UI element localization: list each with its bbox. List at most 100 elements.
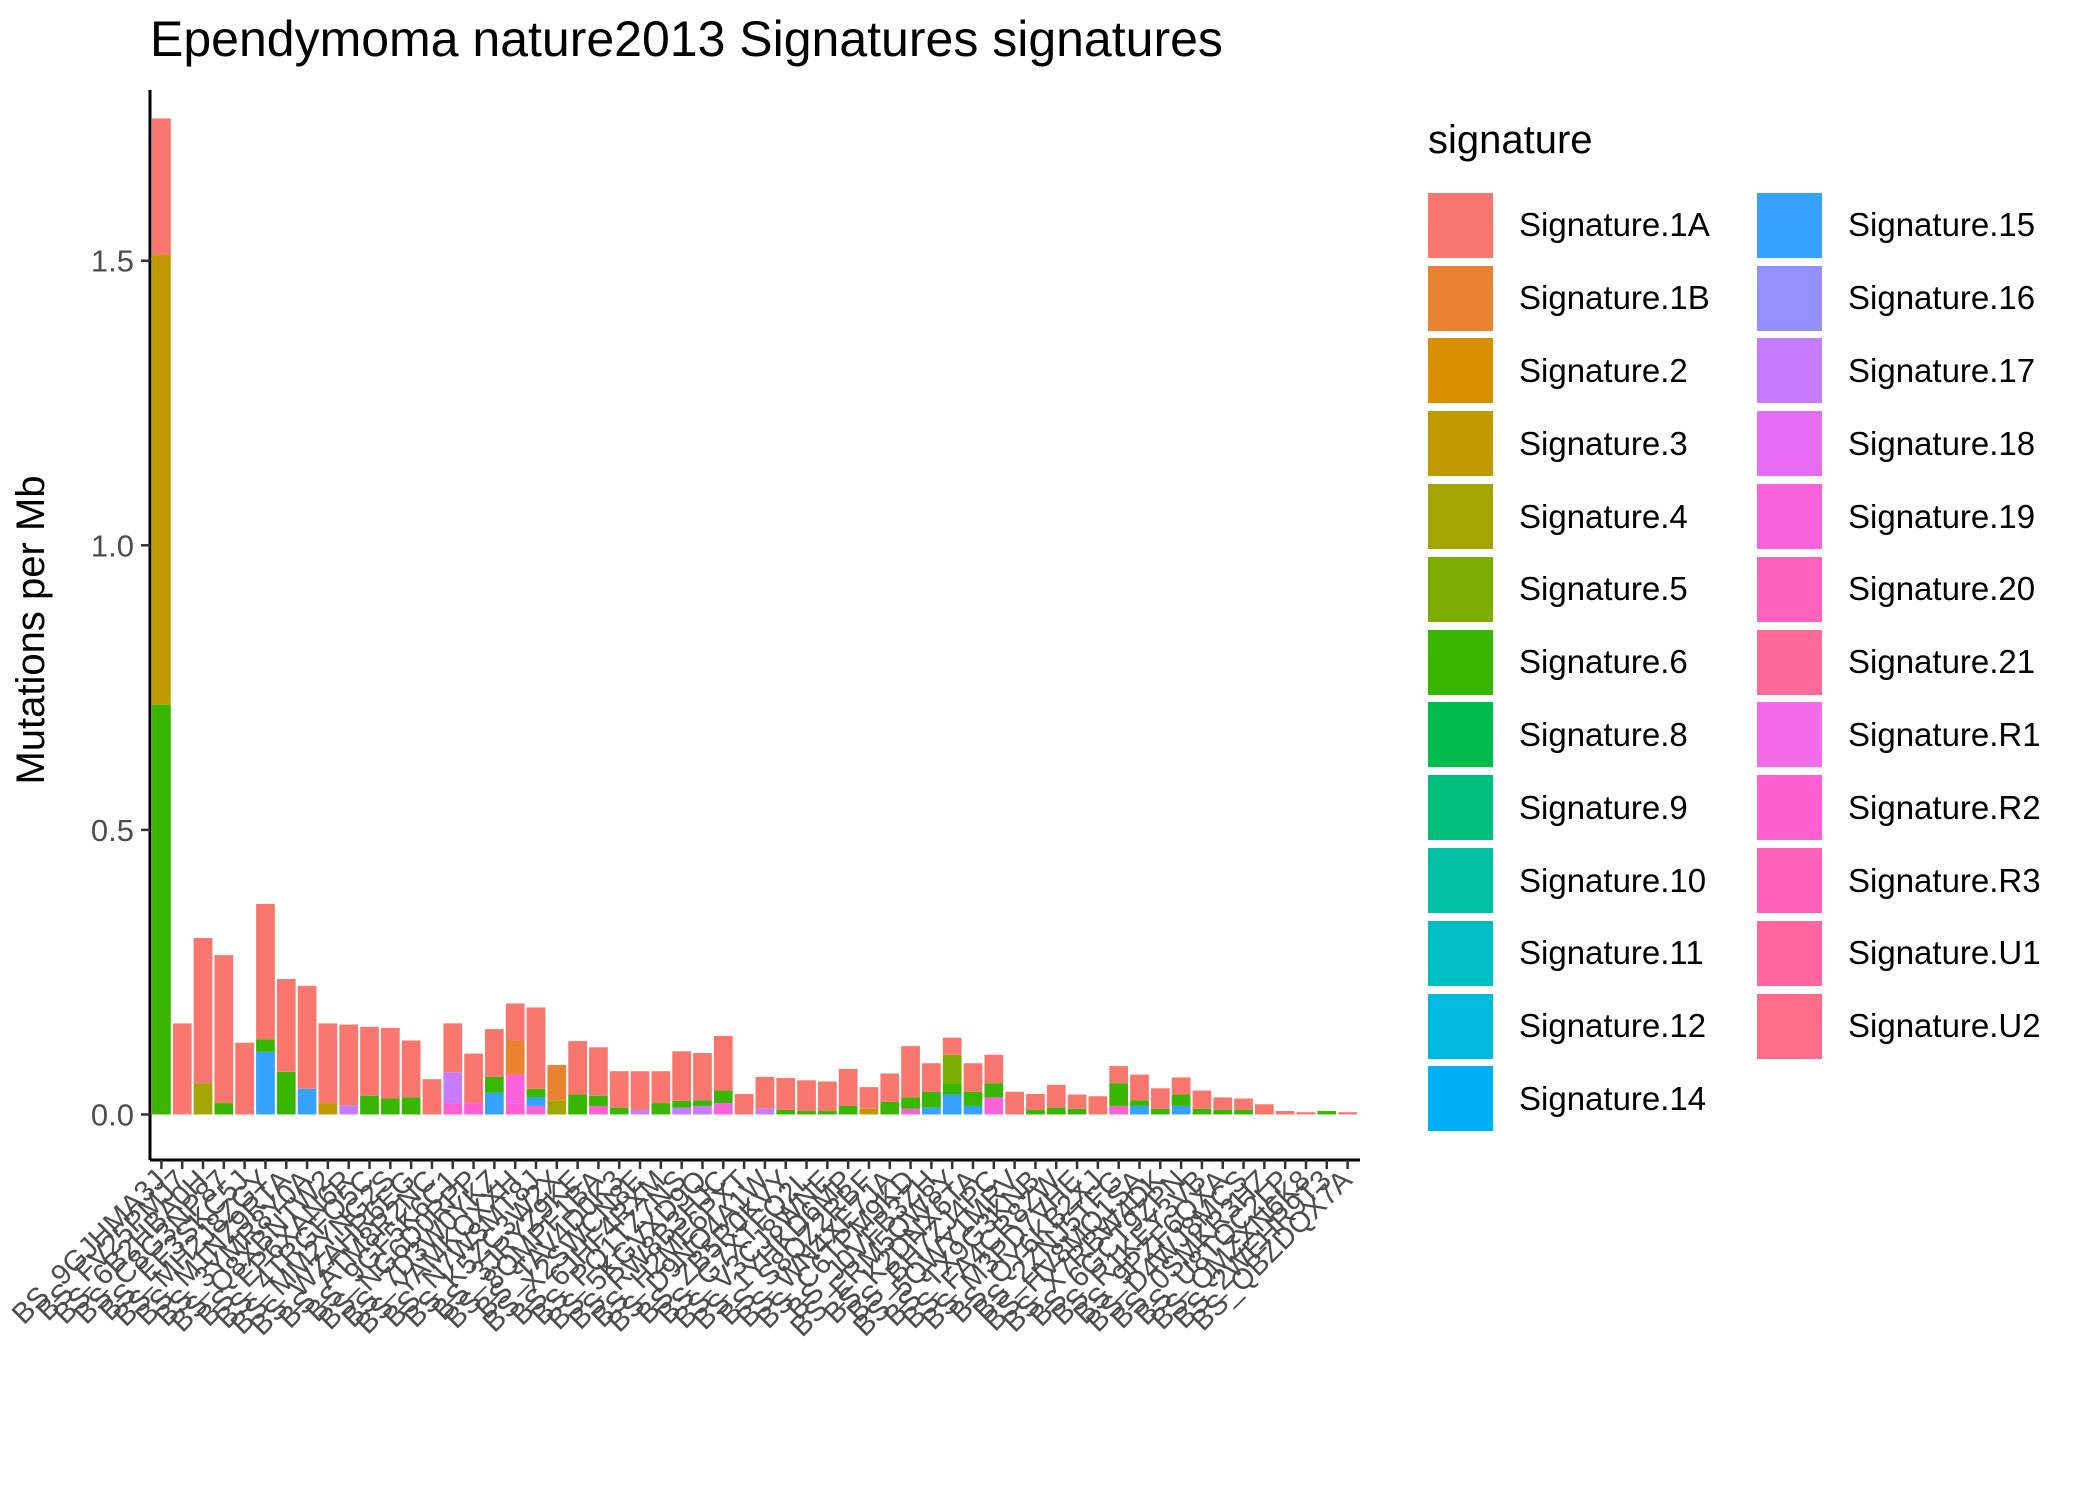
bar-segment-51-0 [1213,1109,1233,1115]
bar-segment-36-1 [901,1097,920,1109]
bar-segment-13-0 [422,1079,442,1115]
bar-segment-17-1 [505,1074,525,1104]
bar-segment-24-0 [651,1103,671,1115]
legend-item: Signature.17 [1757,335,2056,408]
bar-segment-16-0 [485,1092,504,1115]
legend-swatch [1428,1066,1493,1132]
bar-segment-39-0 [963,1105,983,1115]
legend-swatch [1428,484,1493,550]
bar-segment-42-1 [1026,1093,1045,1110]
bar-segment-36-2 [901,1046,920,1098]
legend-item: Signature.3 [1428,407,1727,480]
bar-segment-18-2 [526,1088,546,1098]
legend-label: Signature.U2 [1848,1007,2041,1045]
y-axis-label: Mutations per Mb [9,475,53,784]
legend-swatch [1757,411,1822,477]
bar-segment-26-2 [693,1053,712,1101]
legend-label: Signature.16 [1848,279,2036,317]
y-tick-label: 0.0 [91,1097,134,1132]
legend-item: Signature.6 [1428,626,1727,699]
bar-segment-6-0 [276,1071,296,1115]
legend-label: Signature.1A [1519,206,1710,244]
bar-segment-19-0 [547,1100,567,1115]
bar-segment-0-2 [152,118,171,256]
bar-segment-25-0 [672,1107,692,1115]
bar-segment-51-1 [1213,1097,1233,1110]
legend-label: Signature.5 [1519,570,1688,608]
legend-label: Signature.8 [1519,715,1688,753]
bar-segment-47-2 [1130,1074,1149,1101]
bar-segment-49-1 [1171,1094,1191,1106]
bar-segment-31-1 [797,1080,816,1112]
legend-swatch [1428,556,1493,622]
bar-segment-30-0 [776,1109,796,1115]
bar-segment-15-1 [464,1053,483,1104]
legend-swatch [1757,556,1822,622]
bar-segment-53-0 [1254,1104,1274,1115]
legend-item: Signature.16 [1757,262,2056,335]
bar-segment-45-0 [1088,1096,1108,1115]
legend-label: Signature.U1 [1848,934,2041,972]
legend-item: Signature.1A [1428,189,1727,262]
legend-label: Signature.R1 [1848,715,2041,753]
bar-segment-46-2 [1109,1066,1129,1084]
legend-swatch [1428,920,1493,986]
bar-segment-7-1 [297,985,317,1089]
legend-item: Signature.18 [1757,407,2056,480]
bar-segment-33-1 [838,1068,858,1106]
bar-segment-6-1 [276,979,296,1072]
legend-label: Signature.15 [1848,206,2036,244]
bar-segment-4-0 [235,1042,255,1115]
legend-title: signature [1428,118,1593,162]
bar-segment-43-1 [1046,1084,1066,1108]
bar-segment-27-0 [713,1103,733,1115]
legend-label: Signature.R3 [1848,861,2041,899]
bar-segment-14-1 [443,1072,463,1104]
legend-swatch [1757,629,1822,695]
bar-segment-9-1 [339,1024,359,1106]
legend-columns: Signature.1A Signature.1B Signature.2 Signa… [1428,189,2056,1135]
legend-column-2: Signature.15 Signature.16 Signature.17 Sign… [1757,189,2056,1135]
legend-item: Signature.U2 [1757,990,2056,1063]
legend-swatch [1757,920,1822,986]
bar-segment-29-1 [755,1076,775,1109]
bar-segment-35-1 [880,1073,900,1102]
bar-segment-33-0 [838,1105,858,1115]
bar-segment-11-1 [380,1027,400,1099]
bar-segment-44-1 [1067,1094,1087,1109]
bar-segment-14-2 [443,1023,463,1073]
bar-segment-25-1 [672,1100,692,1108]
legend-swatch [1757,702,1822,768]
legend-label: Signature.6 [1519,643,1688,681]
legend-label: Signature.18 [1848,424,2036,462]
legend-label: Signature.17 [1848,351,2036,389]
bar-segment-36-0 [901,1108,920,1115]
bar-segment-20-1 [568,1041,587,1095]
legend-swatch [1757,192,1822,258]
bar-segment-48-1 [1150,1088,1170,1109]
legend-item: Signature.20 [1757,553,2056,626]
bar-segment-24-1 [651,1071,671,1104]
bar-segment-34-1 [859,1087,879,1109]
bar-segment-37-0 [922,1107,941,1115]
legend-label: Signature.2 [1519,351,1688,389]
bars-layer [152,118,1357,1115]
bar-segment-32-1 [817,1081,837,1112]
legend-swatch [1428,775,1493,841]
bar-segment-38-3 [942,1037,962,1055]
bar-segment-50-1 [1192,1090,1212,1109]
legend-swatch [1428,265,1493,331]
legend-column-1: Signature.1A Signature.1B Signature.2 Signa… [1428,189,1727,1135]
legend-swatch [1757,848,1822,914]
legend-item: Signature.8 [1428,699,1727,772]
legend-label: Signature.R2 [1848,788,2041,826]
legend-item: Signature.1B [1428,262,1727,335]
bar-segment-22-0 [609,1107,629,1115]
bar-segment-49-0 [1171,1105,1191,1115]
legend-label: Signature.3 [1519,424,1688,462]
bar-segment-10-1 [360,1026,379,1096]
bar-segment-37-2 [922,1063,941,1092]
legend-item: Signature.5 [1428,553,1727,626]
bar-segment-11-0 [380,1098,400,1115]
bar-segment-0-1 [152,255,171,705]
